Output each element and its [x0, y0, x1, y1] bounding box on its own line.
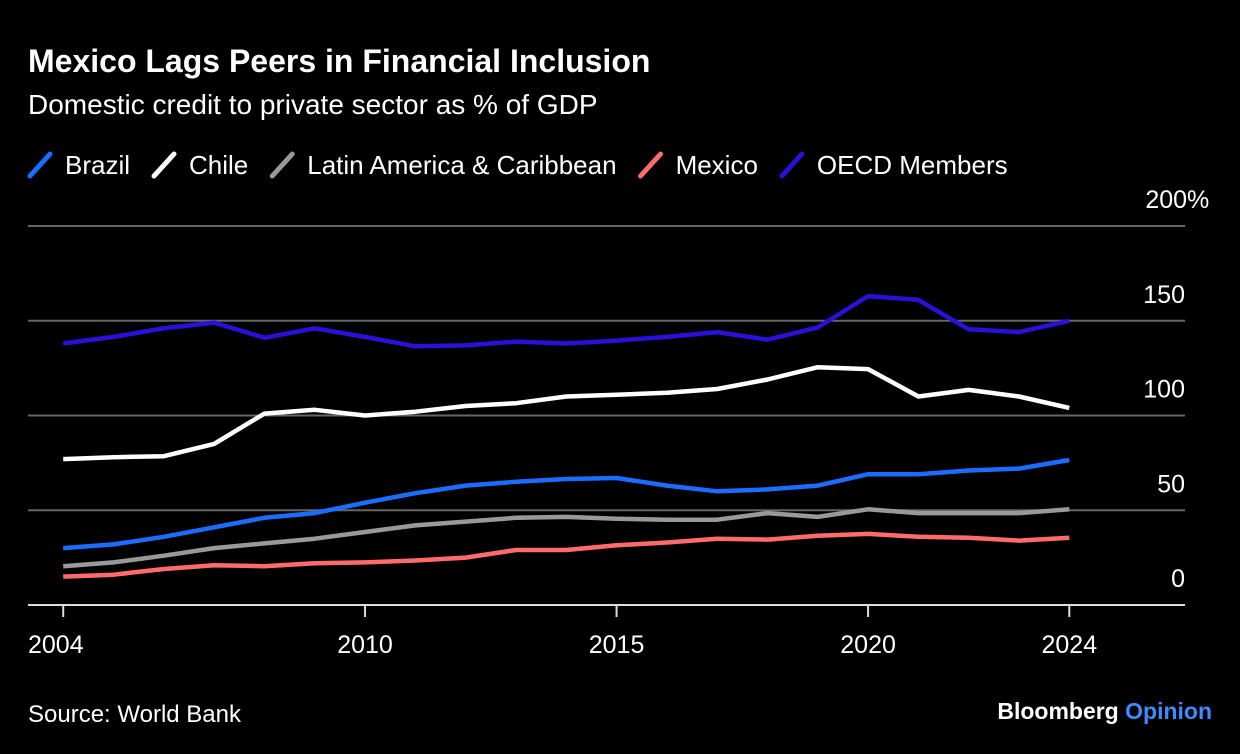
legend-label: Brazil [65, 150, 130, 180]
x-tick-label: 2015 [589, 631, 645, 659]
y-tick-label: 50 [1157, 470, 1185, 498]
series-line [63, 364, 1070, 462]
y-tick-label: 150 [1143, 281, 1185, 309]
x-tick-label: 2004 [28, 631, 84, 659]
y-tick-label: 200% [1145, 186, 1209, 214]
legend-swatch [638, 151, 664, 179]
brand-name: Bloomberg [997, 698, 1118, 724]
x-tick-label: 2024 [1041, 631, 1097, 659]
legend-label: Latin America & Caribbean [307, 150, 616, 180]
brand: Bloomberg Opinion [997, 698, 1212, 724]
legend-swatch [151, 151, 177, 179]
legend-label: OECD Members [817, 150, 1008, 180]
chart-subtitle: Domestic credit to private sector as % o… [28, 89, 598, 120]
chart-title: Mexico Lags Peers in Financial Inclusion [28, 43, 650, 79]
legend-label: Mexico [676, 150, 758, 180]
legend-swatch [27, 151, 53, 179]
series-line [63, 457, 1070, 551]
series-line [63, 507, 1070, 569]
brand-suffix: Opinion [1125, 698, 1212, 724]
x-tick-label: 2020 [840, 631, 896, 659]
y-tick-label: 0 [1171, 565, 1185, 593]
legend-label: Chile [189, 150, 248, 180]
legend-swatch [779, 151, 805, 179]
legend-swatch [269, 151, 295, 179]
x-tick-label: 2010 [337, 631, 393, 659]
series-line [63, 531, 1070, 579]
series-line [62, 293, 1070, 349]
y-tick-label: 100 [1143, 376, 1185, 404]
source: Source: World Bank [28, 701, 242, 728]
